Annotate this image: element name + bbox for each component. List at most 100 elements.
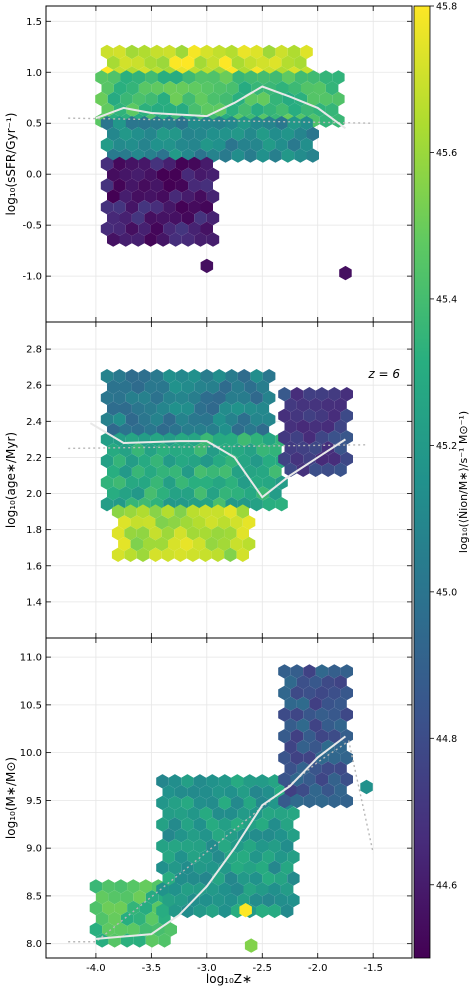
hexbin-cell — [268, 817, 281, 832]
hexbin-cell — [205, 536, 218, 552]
hexbin-cell — [250, 412, 263, 427]
hexbin-cell — [175, 390, 189, 405]
hexbin-cell — [290, 793, 304, 809]
hexbin-cell — [131, 423, 145, 438]
hexbin-cell — [181, 486, 195, 501]
hexbin-cell — [236, 504, 249, 519]
hexbin-cell — [206, 401, 220, 416]
hexbin-cell — [194, 464, 207, 479]
hexbin-cell — [231, 817, 244, 832]
hexbin-cell — [143, 515, 156, 530]
hexbin-cell — [150, 44, 164, 60]
hexbin-cell — [163, 475, 176, 490]
hexbin-cell — [100, 178, 114, 193]
hexbin-cell — [182, 70, 195, 85]
ytick-label: 9.0 — [26, 844, 42, 855]
hexbin-cell — [193, 882, 207, 897]
hexbin-cell — [133, 890, 146, 905]
hexbin-cell — [119, 189, 132, 204]
hexbin-cell — [144, 443, 157, 458]
hexbin-cell — [100, 116, 114, 131]
hexbin-cell — [301, 102, 314, 117]
hexbin-cell — [125, 221, 139, 236]
hexbin-cell — [95, 911, 109, 926]
hexbin-cell — [244, 148, 257, 163]
hexbin-cell — [290, 387, 304, 402]
hexbin-cell — [113, 200, 126, 215]
hexbin-cell — [144, 379, 157, 395]
hexbin-cell — [138, 390, 151, 405]
hexbin-cell — [181, 189, 195, 204]
hexbin-cell — [300, 116, 313, 131]
hexbin-cell — [102, 922, 115, 937]
hexbin-cell — [163, 178, 176, 193]
hexbin-cell — [274, 828, 288, 843]
hexbin-cell — [161, 504, 175, 519]
lines-bot — [68, 735, 374, 943]
ytick-label: -0.5 — [22, 221, 42, 232]
hexbin-cell — [262, 806, 275, 821]
hexbin-cell — [101, 81, 114, 96]
hexbin-cell — [206, 379, 220, 395]
hexbin-cell — [199, 784, 213, 800]
hexbin-cell — [309, 718, 322, 733]
hexbin-cell — [268, 903, 281, 919]
hexbin-cell — [269, 443, 282, 458]
hexbin-cell — [278, 664, 291, 679]
hexbin-cell — [231, 774, 244, 789]
hexbin-cell — [278, 793, 291, 809]
hexbin-cell — [275, 137, 288, 152]
hexbin-cell — [113, 156, 126, 172]
hexbin-cell — [321, 462, 335, 477]
hexbin-cell — [145, 890, 159, 905]
hexbin-cell — [163, 432, 176, 447]
hexbin-cell — [144, 126, 157, 142]
hexbin-cell — [334, 696, 347, 711]
hexbin-cell — [284, 419, 297, 434]
hexbin-cell — [328, 685, 341, 701]
hexbin-cell — [328, 772, 341, 787]
ytick-label: 10.0 — [20, 748, 42, 759]
hexbin-cell — [138, 178, 151, 193]
hexbin-cell — [301, 81, 314, 96]
hexbin-cell — [181, 55, 195, 70]
hexbin-cell — [187, 784, 200, 800]
hexbin-cell — [290, 707, 304, 722]
hexbin-cell — [284, 675, 297, 690]
hexbin-cell — [162, 892, 175, 908]
hexbin-cell — [174, 892, 188, 908]
yticks-mid: 1.4 1.6 1.8 2.0 2.2 2.4 2.6 2.8 — [26, 345, 412, 608]
hexbin-cell — [269, 70, 283, 85]
hexbin-cell — [269, 464, 282, 479]
hexbin-cell — [139, 879, 152, 894]
hexbin-cell — [150, 221, 164, 236]
hexbin-cell — [168, 860, 182, 875]
hexbin-cell — [119, 126, 132, 142]
hexbin-cell — [334, 761, 347, 776]
hexbin-cell — [100, 200, 114, 215]
hexbin-cell — [237, 412, 251, 427]
hexbin-cell — [262, 497, 276, 512]
hexbin-cell — [174, 547, 187, 562]
ytick-label: 2.0 — [26, 489, 42, 500]
hexbin-cell — [287, 116, 301, 131]
hexbin-cell — [157, 91, 170, 107]
hexbin-cell — [212, 849, 225, 865]
hexbin-cell — [309, 419, 322, 434]
hexbin-cell — [144, 210, 157, 226]
hexbin-cell — [263, 102, 276, 117]
xtick-label: -3.5 — [142, 963, 162, 974]
hexbin-cell — [125, 453, 139, 469]
hexbin-cell — [158, 933, 171, 948]
hexbin-cell — [168, 817, 182, 832]
hexbin-cell — [131, 443, 145, 458]
hexbin-cell — [100, 156, 114, 172]
hexbin-cell — [256, 423, 270, 438]
hexbin-cell — [288, 81, 301, 96]
hexbin-cell — [315, 685, 329, 701]
hexbin-cell — [284, 718, 297, 733]
hexbin-cell — [194, 232, 207, 247]
hexbin-cell — [225, 412, 238, 427]
hexbin-cell — [274, 806, 288, 821]
hexbin-cell — [224, 828, 238, 843]
